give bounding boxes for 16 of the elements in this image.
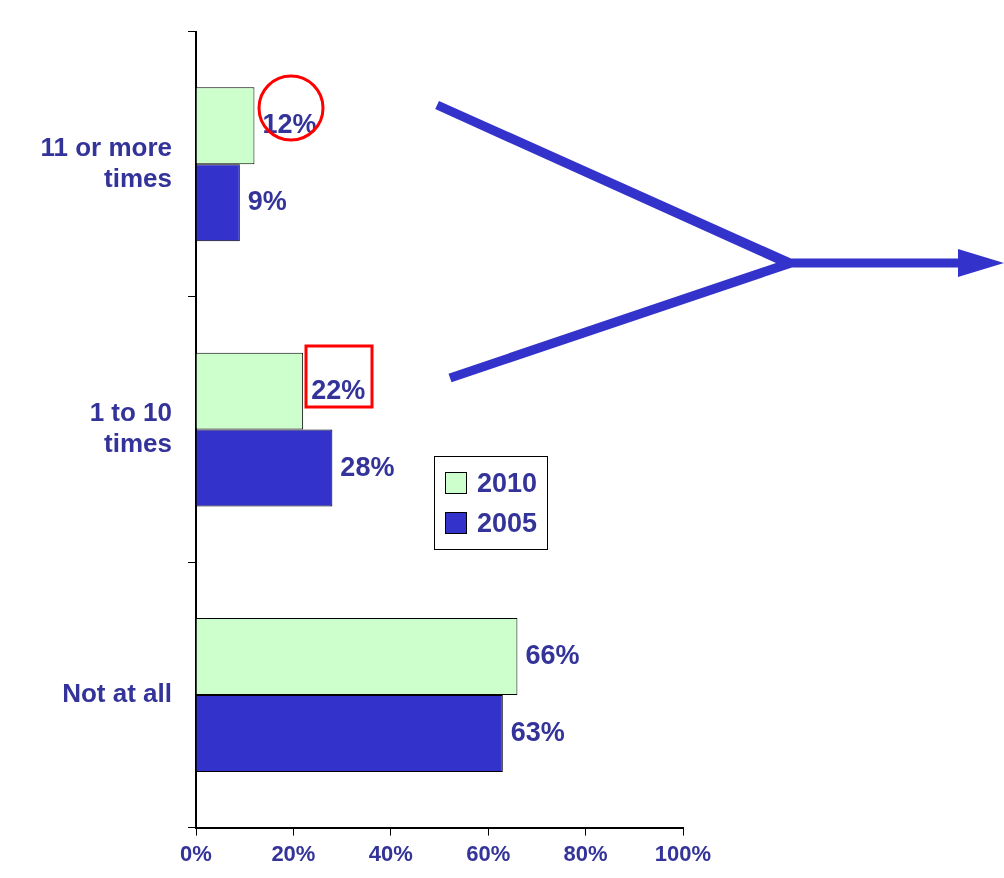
x-tick-label: 40% xyxy=(368,840,413,866)
y-tick-label: 1 to 10 times xyxy=(89,397,172,459)
y-tick-label: 11 or more times xyxy=(40,131,172,194)
x-tick-label: 0% xyxy=(180,840,212,866)
x-tick-label: 100% xyxy=(654,840,712,866)
data-label: 66% xyxy=(525,639,580,670)
data-label: 63% xyxy=(510,716,565,747)
y-tick-label: Not at all xyxy=(62,678,172,709)
data-label: 28% xyxy=(340,451,395,482)
x-tick-label: 80% xyxy=(563,840,608,866)
x-tick-label: 60% xyxy=(466,840,511,866)
x-tick-label: 20% xyxy=(271,840,316,866)
data-label: 22% xyxy=(311,374,366,405)
legend-label: 2005 xyxy=(477,507,538,540)
legend-label: 2010 xyxy=(477,467,538,500)
data-label: 9% xyxy=(247,186,287,217)
